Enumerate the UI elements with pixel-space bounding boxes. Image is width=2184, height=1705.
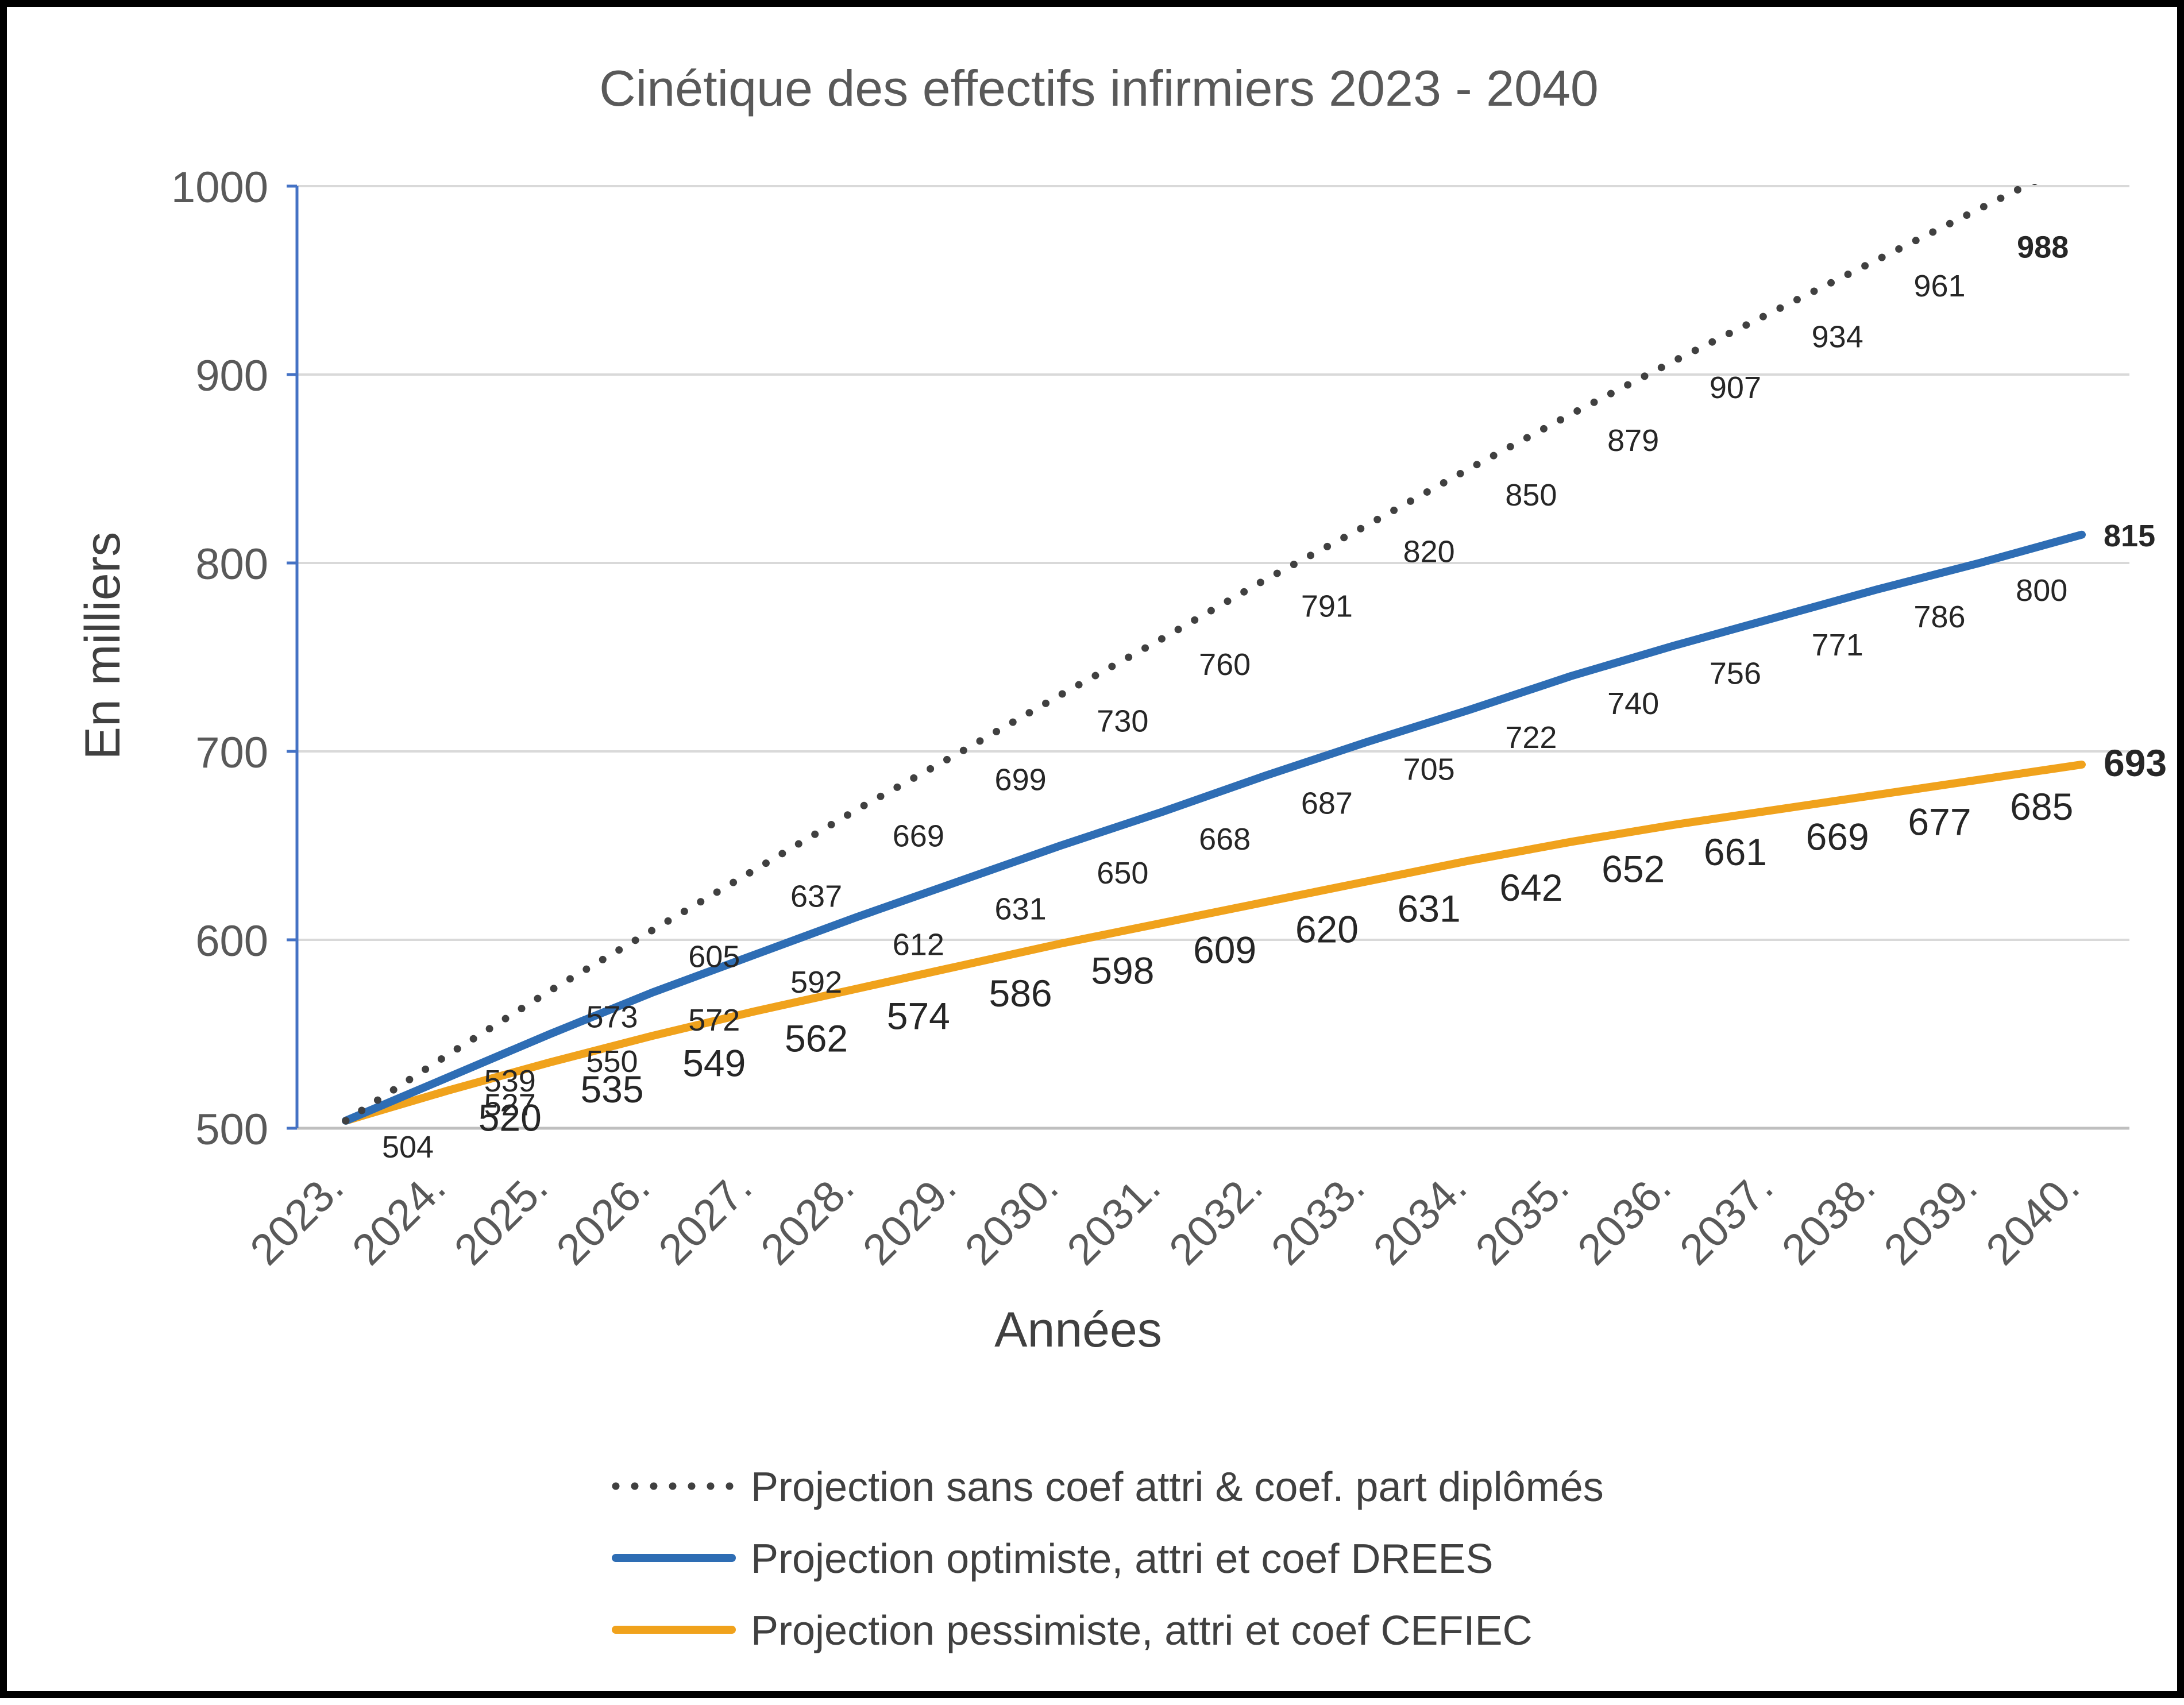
x-tick-label: 2033. xyxy=(1262,1163,1374,1275)
data-label: 572 xyxy=(688,1003,740,1037)
data-label: 730 xyxy=(1097,704,1148,739)
data-label: 786 xyxy=(1913,600,1965,634)
legend-label: Projection pessimiste, attri et coef CEF… xyxy=(751,1608,1532,1654)
data-label: 504 xyxy=(382,1130,434,1164)
x-tick-label: 2037. xyxy=(1670,1163,1782,1275)
x-tick-label: 2035. xyxy=(1467,1163,1579,1275)
data-label: 598 xyxy=(1091,950,1154,992)
data-label: 620 xyxy=(1295,908,1359,950)
data-label: 740 xyxy=(1607,686,1659,721)
data-label: 820 xyxy=(1403,534,1455,569)
data-label: 539 xyxy=(484,1064,536,1098)
data-label: 612 xyxy=(893,928,944,962)
data-label: 609 xyxy=(1193,928,1256,971)
data-label: 669 xyxy=(893,819,944,854)
x-tick-label: 2040. xyxy=(1977,1163,2089,1275)
data-label: 668 xyxy=(1199,822,1251,857)
x-tick-label: 2032. xyxy=(1160,1163,1272,1275)
data-label: 961 xyxy=(1913,269,1965,303)
data-label: 699 xyxy=(995,762,1047,797)
legend-label: Projection sans coef attri & coef. part … xyxy=(751,1464,1604,1510)
line-chart: 500 600 700 800 900 1000 2023.2024.2025.2026.… xyxy=(75,60,2167,1654)
y-tick-label: 600 xyxy=(195,917,268,966)
x-tick-label: 2029. xyxy=(854,1163,966,1275)
data-label: 791 xyxy=(1301,589,1353,624)
data-label: 637 xyxy=(790,879,842,914)
data-label: 562 xyxy=(785,1017,848,1060)
data-label: 574 xyxy=(887,994,950,1037)
y-ticks: 500 600 700 800 900 1000 xyxy=(171,163,297,1154)
data-label: 535 xyxy=(580,1068,643,1110)
data-label: 631 xyxy=(1398,887,1461,929)
series-line xyxy=(342,184,2038,1125)
x-tick-label: 2034. xyxy=(1364,1163,1476,1275)
x-tick-label: 2027. xyxy=(649,1163,761,1275)
data-label: 756 xyxy=(1710,656,1761,691)
legend-label: Projection optimiste, attri et coef DREE… xyxy=(751,1536,1494,1582)
x-axis-title: Années xyxy=(994,1302,1162,1357)
data-label: 800 xyxy=(2016,573,2067,608)
x-tick-label: 2039. xyxy=(1875,1163,1987,1275)
data-label: 879 xyxy=(1607,423,1659,458)
x-tick-label: 2031. xyxy=(1058,1163,1170,1275)
chart-title: Cinétique des effectifs infirmiers 2023 … xyxy=(599,60,1599,117)
data-label: 815 xyxy=(2104,519,2155,553)
data-label: 592 xyxy=(790,965,842,1000)
series-line xyxy=(342,530,2086,1125)
data-label: 550 xyxy=(586,1044,638,1079)
y-tick-label: 500 xyxy=(195,1105,268,1154)
x-tick-label: 2026. xyxy=(547,1163,659,1275)
x-ticks: 2023.2024.2025.2026.2027.2028.2029.2030.… xyxy=(241,1163,2089,1275)
y-tick-label: 800 xyxy=(195,540,268,589)
x-tick-label: 2036. xyxy=(1568,1163,1680,1275)
data-label: 605 xyxy=(688,940,740,974)
data-label: 631 xyxy=(995,892,1047,926)
data-labels: 504 539 573 605 637 669 699 730 760 791 820 850 879 9… xyxy=(382,230,2167,1164)
y-tick-label: 900 xyxy=(195,352,268,400)
gridlines xyxy=(297,185,2129,1130)
x-tick-label: 2028. xyxy=(751,1163,863,1275)
data-label: 527 xyxy=(484,1087,536,1122)
data-label: 642 xyxy=(1499,866,1562,909)
data-label: 934 xyxy=(1812,319,1863,354)
y-axis-title: En milliers xyxy=(75,532,130,760)
data-label: 705 xyxy=(1403,753,1455,787)
x-tick-label: 2025. xyxy=(445,1163,557,1275)
data-label: 661 xyxy=(1704,831,1767,873)
legend: Projection sans coef attri & coef. part … xyxy=(612,1464,1604,1654)
data-label: 771 xyxy=(1812,628,1863,662)
data-label: 907 xyxy=(1710,371,1761,405)
data-label: 652 xyxy=(1602,847,1665,890)
x-tick-label: 2024. xyxy=(343,1163,455,1275)
data-label: 677 xyxy=(1908,800,1971,843)
y-tick-label: 700 xyxy=(195,728,268,777)
x-tick-label: 2038. xyxy=(1773,1163,1885,1275)
data-label: 669 xyxy=(1806,816,1869,858)
data-label: 988 xyxy=(2017,230,2069,264)
x-tick-label: 2030. xyxy=(956,1163,1068,1275)
data-label: 586 xyxy=(989,972,1052,1014)
series-line xyxy=(342,760,2086,1125)
y-tick-label: 1000 xyxy=(171,163,268,212)
series-lines xyxy=(342,184,2086,1125)
data-label: 520 xyxy=(479,1096,542,1139)
data-label: 693 xyxy=(2104,742,2167,784)
data-label: 760 xyxy=(1199,647,1251,682)
x-tick-label: 2023. xyxy=(241,1163,353,1275)
data-label: 573 xyxy=(586,1000,638,1035)
data-label: 549 xyxy=(682,1041,746,1084)
data-label: 650 xyxy=(1097,856,1148,890)
data-label: 685 xyxy=(2010,785,2073,828)
data-label: 722 xyxy=(1505,720,1557,755)
data-label: 687 xyxy=(1301,786,1353,821)
data-label: 850 xyxy=(1505,478,1557,512)
